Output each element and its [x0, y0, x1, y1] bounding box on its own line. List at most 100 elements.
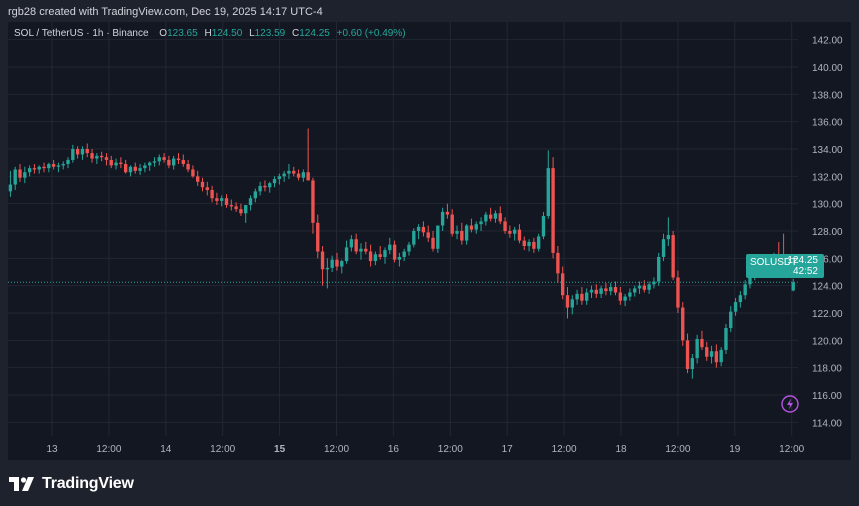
price-tag-countdown: 42:52	[792, 266, 818, 277]
candle-body	[628, 292, 632, 297]
candle-body	[272, 179, 277, 184]
x-tick-label: 12:00	[779, 444, 804, 455]
candle-body	[157, 157, 161, 162]
candle-body	[229, 205, 233, 207]
candle-body	[657, 256, 661, 282]
candle-body	[676, 277, 680, 308]
candle-body	[359, 248, 363, 252]
candle-body	[508, 231, 512, 234]
candle-body	[287, 170, 291, 174]
brand-logo[interactable]: TradingView	[8, 472, 134, 496]
candle-body	[671, 235, 675, 278]
candle-body	[167, 159, 171, 166]
candle-body	[522, 240, 526, 247]
candle-body	[700, 338, 704, 348]
candle-body	[647, 284, 651, 290]
candle-body	[733, 302, 738, 312]
candle-body	[296, 173, 301, 178]
candle-body	[373, 254, 378, 262]
candle-body	[320, 251, 325, 270]
x-tick-label: 12:00	[665, 444, 690, 455]
candle-body	[541, 215, 546, 237]
candle-body	[642, 285, 647, 290]
candle-body	[450, 214, 454, 234]
open-label: O	[159, 28, 168, 39]
candle-body	[690, 358, 695, 370]
low-label: L	[249, 28, 255, 39]
candle-body	[695, 338, 699, 359]
symbol-label[interactable]: SOL / TetherUS · 1h · Binance	[14, 28, 149, 39]
price-tag-symbol: SOLUSDT	[750, 257, 798, 268]
candle-body	[402, 251, 406, 257]
candle-body	[90, 153, 94, 159]
candle-body	[421, 226, 426, 233]
candle-body	[258, 185, 262, 192]
x-tick-label: 19	[729, 444, 741, 455]
y-tick-label: 122.00	[812, 309, 843, 320]
candle-body	[392, 244, 397, 260]
candle-body	[493, 213, 498, 219]
candle-body	[277, 176, 282, 180]
candle-body	[191, 169, 195, 177]
candle-body	[253, 191, 258, 199]
candle-body	[71, 149, 75, 160]
candle-body	[354, 239, 358, 252]
candle-body	[152, 161, 157, 163]
candle-body	[517, 229, 522, 241]
candle-body	[263, 185, 267, 188]
candle-body	[383, 250, 387, 257]
y-tick-label: 142.00	[812, 36, 843, 47]
candle-body	[512, 229, 517, 234]
y-tick-label: 132.00	[812, 172, 843, 183]
candle-body	[556, 252, 560, 274]
candle-body	[75, 149, 80, 155]
chart-panel[interactable]: 142.00 140.00 138.00 136.00 134.00 132.00 130.…	[8, 22, 851, 460]
candle-body	[80, 149, 85, 155]
x-tick-label: 13	[46, 444, 58, 455]
candle-body	[292, 170, 296, 174]
candle-body	[200, 181, 205, 188]
x-tick-label: 12:00	[552, 444, 577, 455]
candle-body	[364, 248, 368, 252]
last-price-tag: SOLUSDT 124.25 42:52	[746, 254, 824, 278]
candle-body	[335, 259, 339, 267]
candle-body	[618, 292, 622, 301]
candle-body	[445, 211, 450, 215]
candle-body	[344, 247, 349, 262]
candle-body	[748, 274, 752, 285]
brand-name: TradingView	[42, 475, 134, 492]
candle-body	[210, 190, 214, 199]
candle-body	[85, 149, 89, 154]
candle-body	[244, 205, 248, 214]
candle-body	[32, 168, 37, 170]
candle-body	[546, 168, 550, 216]
candle-body	[162, 157, 166, 160]
candle-body	[27, 168, 32, 173]
candle-body	[181, 159, 185, 165]
candle-body	[633, 288, 637, 293]
candle-body	[685, 340, 690, 370]
y-tick-label: 120.00	[812, 336, 843, 347]
candle-body	[661, 239, 666, 257]
candlestick-chart[interactable]: 142.00 140.00 138.00 136.00 134.00 132.00 130.…	[8, 22, 851, 460]
candle-body	[498, 213, 502, 222]
candle-body	[536, 236, 541, 249]
candle-body	[23, 172, 27, 178]
candle-body	[51, 164, 56, 167]
candle-body	[488, 214, 493, 219]
candle-body	[729, 311, 733, 329]
y-tick-label: 126.00	[812, 254, 843, 265]
candle-body	[147, 162, 152, 166]
lightning-icon[interactable]	[781, 395, 799, 413]
candle-body	[268, 183, 272, 188]
candle-body	[666, 235, 671, 240]
candle-body	[196, 176, 200, 182]
candle-body	[176, 158, 181, 160]
x-tick-label: 12:00	[324, 444, 349, 455]
candle-body	[479, 221, 483, 225]
y-tick-label: 116.00	[812, 391, 842, 402]
candle-body	[709, 351, 714, 357]
candle-body	[224, 198, 229, 206]
ohlc-legend: SOL / TetherUS · 1h · Binance O123.65 H1…	[14, 26, 410, 42]
